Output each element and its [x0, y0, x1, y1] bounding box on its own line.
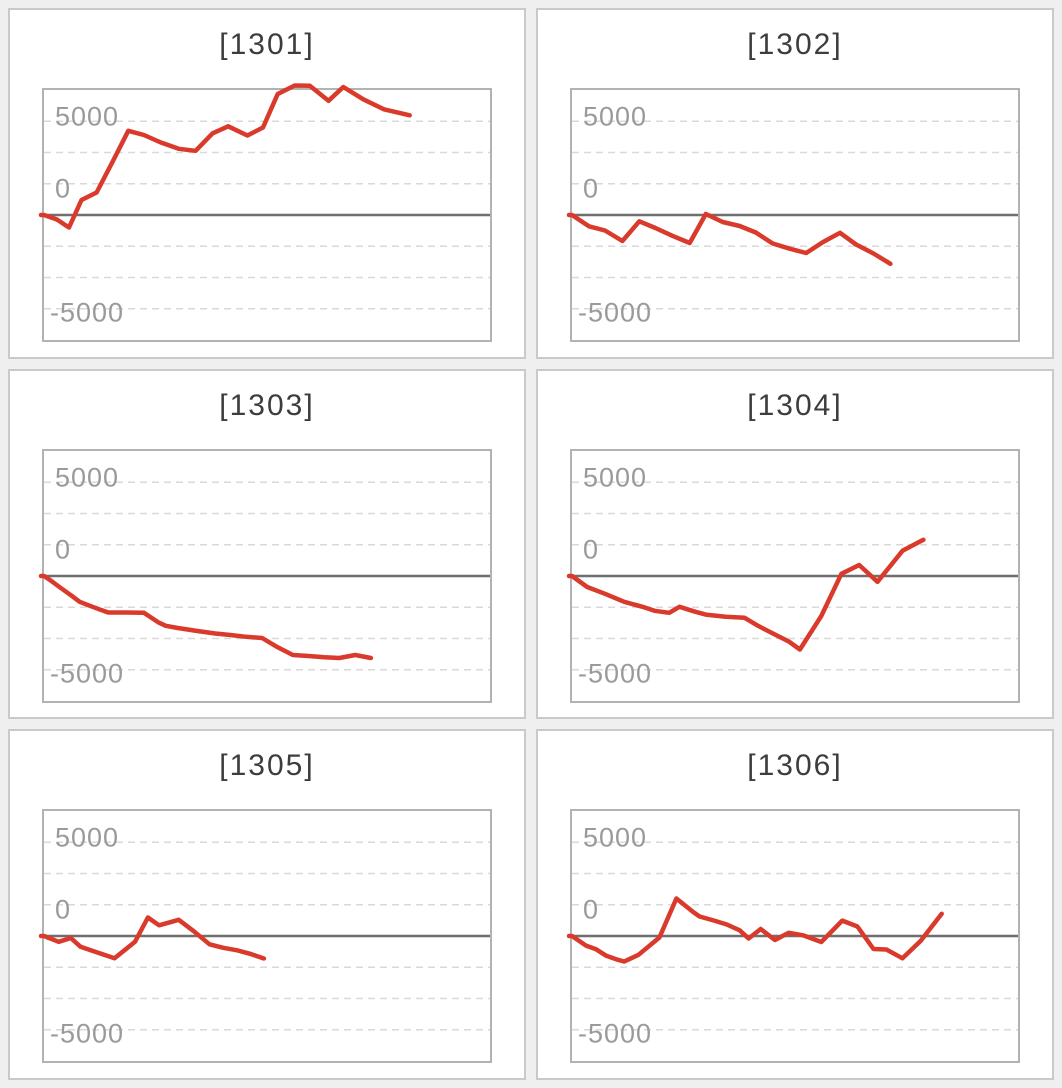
- chart-panel-1303: [1303] 5000 0 -5000: [8, 368, 526, 720]
- y-axis-label-0: 0: [55, 534, 72, 565]
- chart-panel-1304: [1304] 5000 0 -5000: [536, 368, 1054, 720]
- plot-area: 5000 0 -5000: [566, 809, 1020, 1064]
- chart-panel-1306: [1306] 5000 0 -5000: [536, 729, 1054, 1080]
- line-chart-canvas: [38, 481, 490, 671]
- plot-area: 5000 0 -5000: [38, 448, 492, 703]
- chart-title: [1304]: [747, 388, 843, 422]
- chart-panel-1301: [1301] 5000 0 -5000: [8, 8, 526, 359]
- chart-title: [1305]: [219, 749, 315, 783]
- line-chart-canvas: [38, 83, 490, 310]
- chart-title: [1301]: [219, 28, 315, 61]
- y-axis-label-5000: 5000: [55, 462, 120, 493]
- y-axis-label-5000: 5000: [55, 822, 120, 853]
- y-axis-label-5000: 5000: [55, 101, 120, 132]
- chart-title: [1302]: [747, 28, 843, 61]
- line-chart-canvas: [38, 841, 490, 1031]
- chart-title: [1306]: [747, 749, 843, 783]
- plot-area: 5000 0 -5000: [566, 88, 1020, 342]
- y-axis-label-0: 0: [583, 534, 600, 565]
- y-axis-label-neg5000: -5000: [50, 1018, 125, 1049]
- y-axis-label-neg5000: -5000: [50, 658, 125, 689]
- y-axis-label-0: 0: [583, 173, 600, 204]
- plot-area: 5000 0 -5000: [38, 809, 492, 1064]
- chart-title: [1303]: [219, 388, 315, 422]
- chart-panel-1302: [1302] 5000 0 -5000: [536, 8, 1054, 359]
- chart-panel-1305: [1305] 5000 0 -5000: [8, 729, 526, 1080]
- y-axis-label-0: 0: [55, 173, 72, 204]
- line-chart-canvas: [566, 120, 1018, 310]
- y-axis-label-0: 0: [55, 894, 72, 925]
- y-axis-label-neg5000: -5000: [50, 297, 125, 328]
- y-axis-label-neg5000: -5000: [578, 1018, 653, 1049]
- y-axis-label-5000: 5000: [583, 822, 648, 853]
- y-axis-label-neg5000: -5000: [578, 658, 653, 689]
- line-chart-canvas: [566, 481, 1018, 671]
- plot-area: 5000 0 -5000: [566, 448, 1020, 703]
- plot-area: 5000 0 -5000: [38, 83, 492, 342]
- y-axis-label-neg5000: -5000: [578, 297, 653, 328]
- y-axis-label-5000: 5000: [583, 101, 648, 132]
- y-axis-label-5000: 5000: [583, 462, 648, 493]
- line-chart-canvas: [566, 841, 1018, 1031]
- y-axis-label-0: 0: [583, 894, 600, 925]
